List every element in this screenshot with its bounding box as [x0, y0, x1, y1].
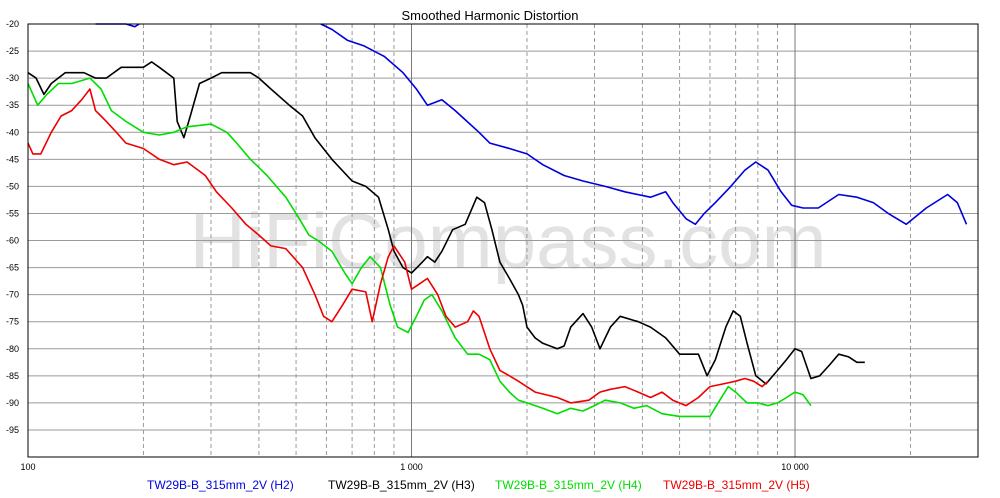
- legend-entry: TW29B-B_315mm_2V (H5): [663, 478, 810, 492]
- x-tick-label: 1 000: [400, 462, 423, 472]
- y-tick-label: -85: [6, 371, 19, 381]
- plot-frame: [27, 23, 979, 458]
- tick-labels: -20 -25 -30 -35 -40 -45 -50 -55 -60 -65 -70 -75 -80 -…: [6, 19, 809, 472]
- series-line: [320, 23, 968, 226]
- series-line: [27, 61, 865, 385]
- y-tick-label: -70: [6, 290, 19, 300]
- y-tick-label: -35: [6, 100, 19, 110]
- grid: [28, 24, 978, 457]
- y-tick-label: -55: [6, 208, 19, 218]
- y-tick-label: -80: [6, 344, 19, 354]
- legend-entry: TW29B-B_315mm_2V (H2): [147, 478, 294, 492]
- series-lines: [27, 23, 968, 418]
- y-tick-label: -90: [6, 398, 19, 408]
- x-tick-label: 10 000: [781, 462, 809, 472]
- y-tick-label: -45: [6, 154, 19, 164]
- legend-entry: TW29B-B_315mm_2V (H4): [495, 478, 642, 492]
- y-tick-label: -20: [6, 19, 19, 29]
- y-tick-label: -65: [6, 263, 19, 273]
- y-tick-label: -50: [6, 181, 19, 191]
- legend: TW29B-B_315mm_2V (H2) TW29B-B_315mm_2V (H…: [147, 478, 810, 492]
- y-tick-label: -30: [6, 73, 19, 83]
- y-tick-label: -40: [6, 127, 19, 137]
- x-tick-label: 100: [20, 462, 35, 472]
- chart-title: Smoothed Harmonic Distortion: [401, 8, 578, 23]
- legend-entry: TW29B-B_315mm_2V (H3): [328, 478, 475, 492]
- y-tick-label: -95: [6, 425, 19, 435]
- y-tick-label: -60: [6, 236, 19, 246]
- series-line: [27, 77, 812, 418]
- series-line: [27, 88, 769, 407]
- y-tick-label: -75: [6, 317, 19, 327]
- y-tick-label: -25: [6, 46, 19, 56]
